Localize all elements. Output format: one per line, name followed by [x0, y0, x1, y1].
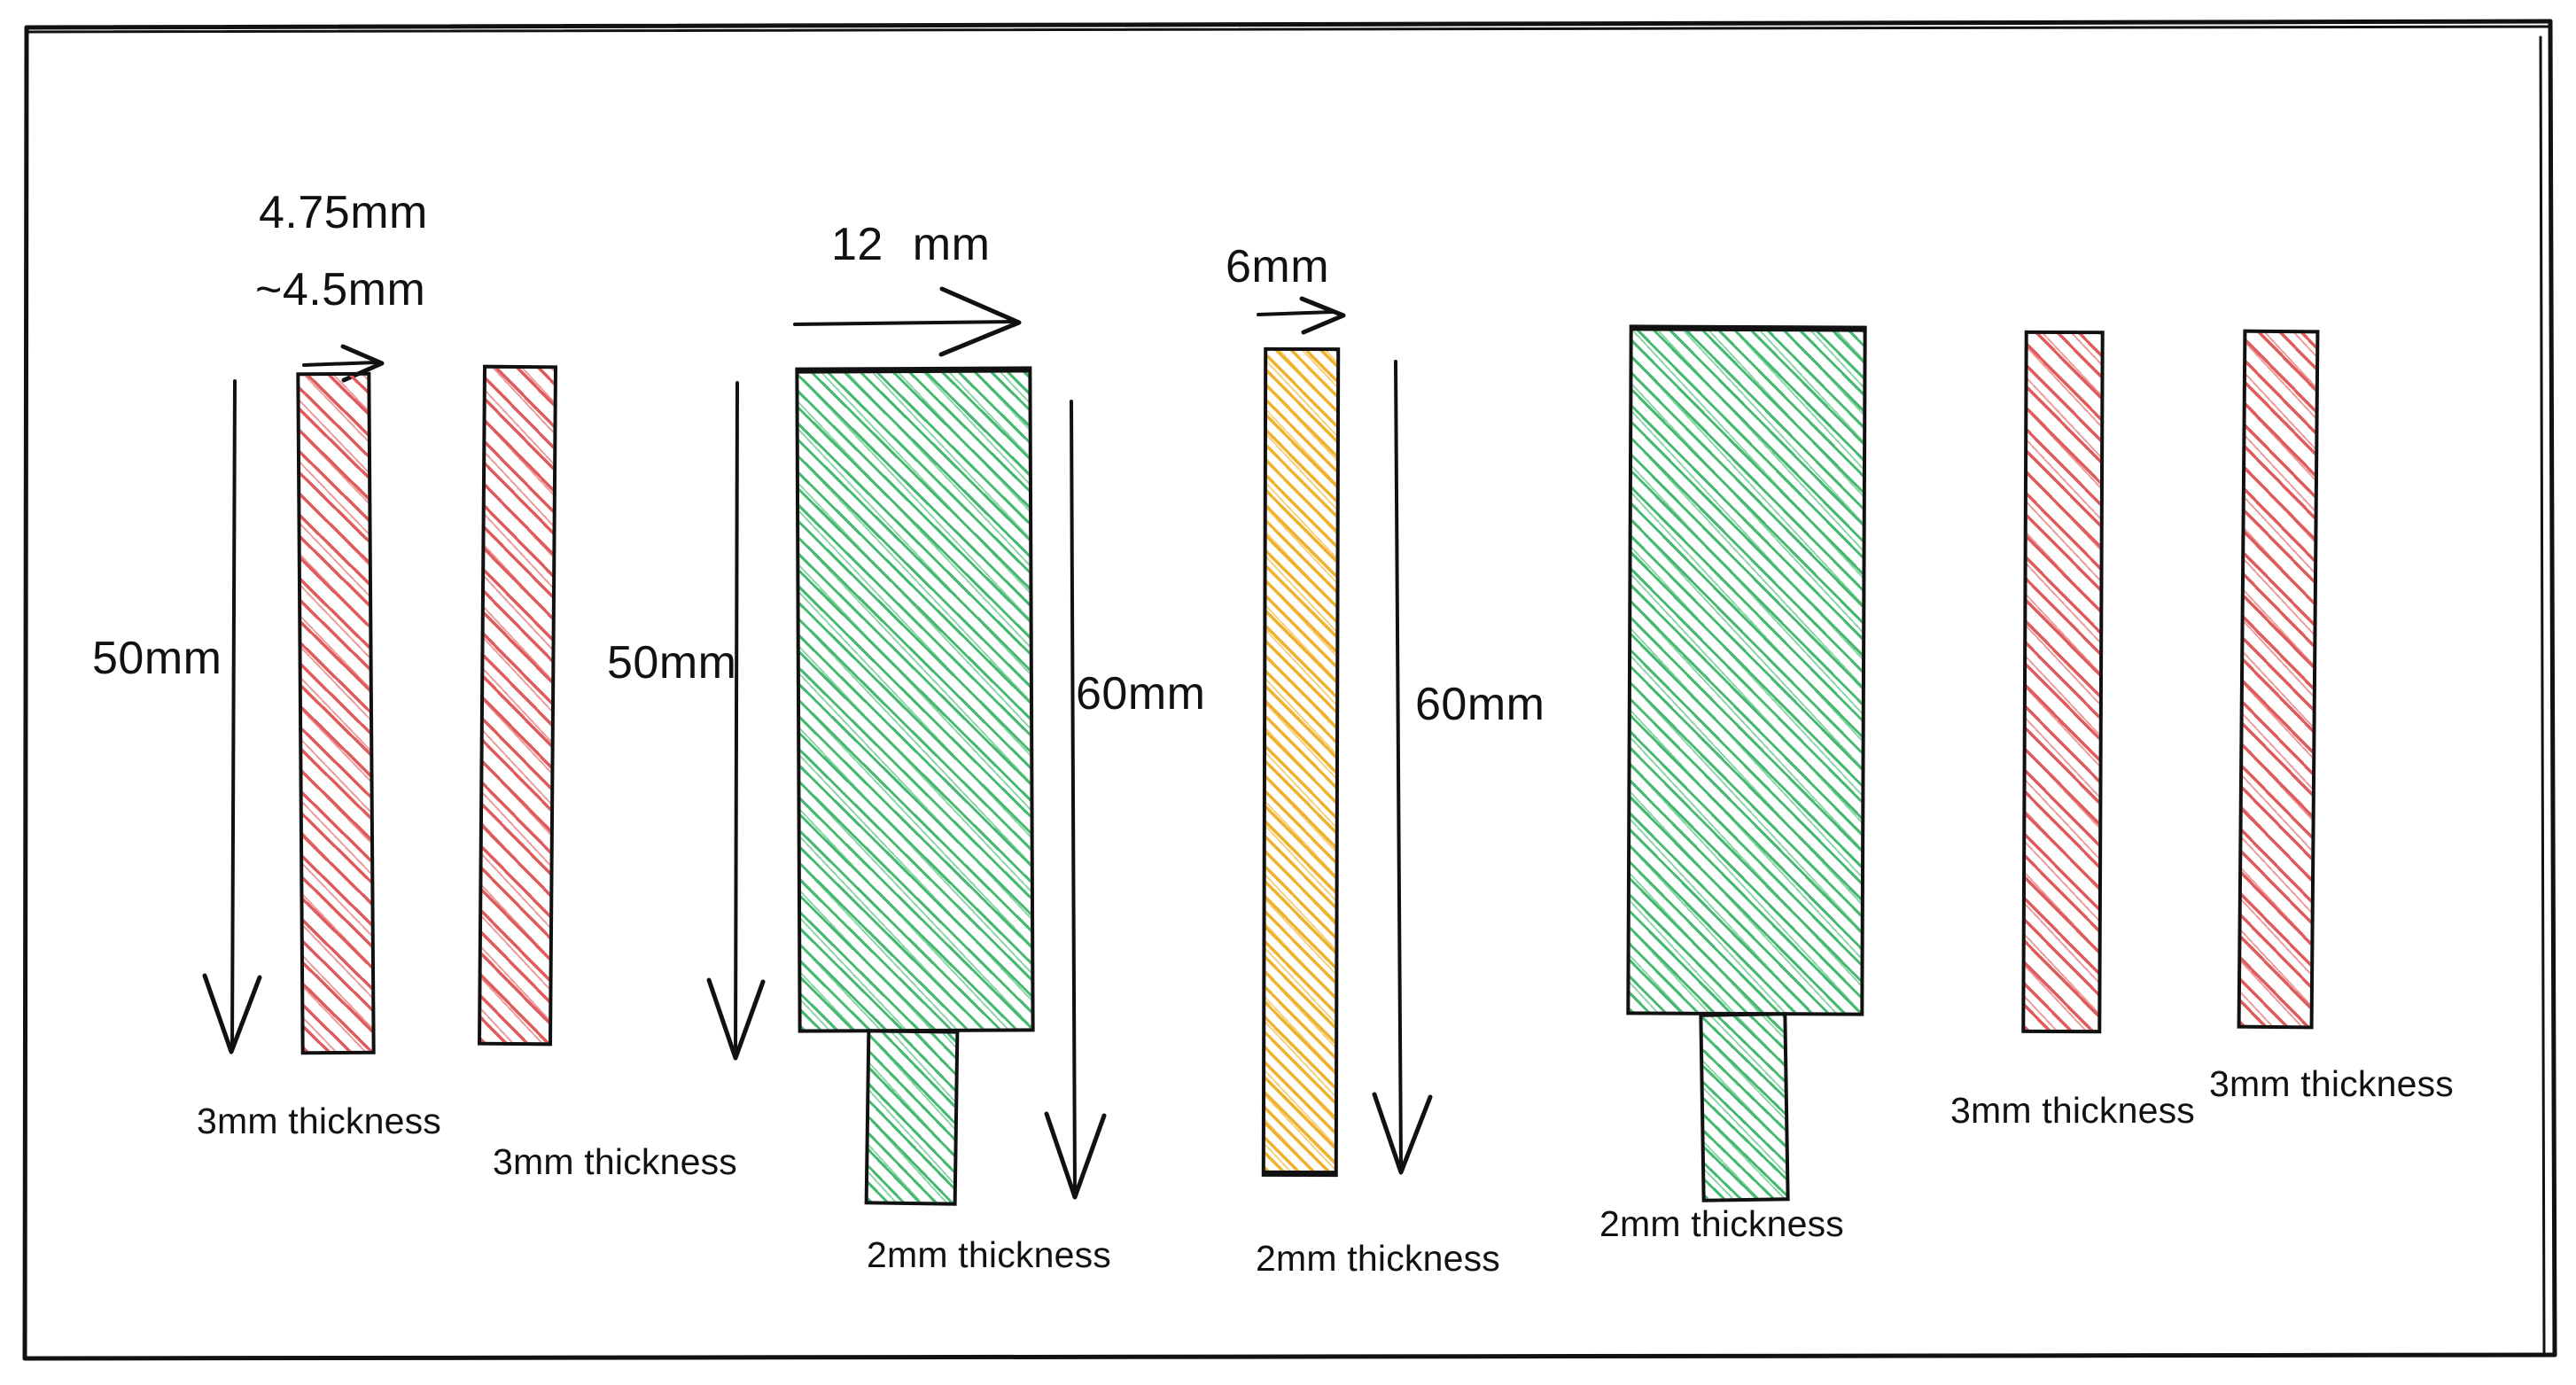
arrow-down-60mm-mid: [1044, 400, 1107, 1200]
green-strip-1-tab: [864, 1029, 960, 1206]
thickness-label-red2: 3mm thickness: [493, 1141, 738, 1182]
arrow-down-60mm-yellow: [1372, 360, 1433, 1175]
green-strip-2-body: [1626, 324, 1867, 1016]
thickness-label-red4: 3mm thickness: [2209, 1063, 2455, 1104]
thickness-label-green1: 2mm thickness: [867, 1234, 1112, 1275]
green-strip-1-body: [795, 366, 1035, 1033]
red-strip-2: [477, 364, 558, 1047]
width-label-12mm: 12 mm: [831, 219, 991, 270]
red-strip-3: [2021, 330, 2105, 1034]
height-label-60mm-yellow: 60mm: [1415, 679, 1545, 730]
thickness-label-green2: 2mm thickness: [1599, 1203, 1845, 1244]
width-label-6mm: 6mm: [1226, 241, 1330, 292]
width-label-4-5mm: ~4.5mm: [255, 264, 426, 315]
outer-frame: [22, 19, 2557, 1361]
yellow-strip: [1261, 346, 1341, 1178]
arrow-right-6mm: [1257, 296, 1346, 335]
red-strip-1: [296, 371, 376, 1055]
green-strip-2-tab: [1699, 1012, 1790, 1202]
thickness-label-red1: 3mm thickness: [197, 1101, 442, 1141]
width-label-4-75mm: 4.75mm: [259, 187, 428, 238]
height-label-50mm-mid: 50mm: [607, 637, 737, 689]
arrow-down-50mm-left: [202, 379, 262, 1054]
height-label-60mm-mid: 60mm: [1076, 668, 1206, 720]
thickness-label-red3: 3mm thickness: [1950, 1090, 2196, 1131]
red-strip-4: [2237, 329, 2320, 1030]
arrow-down-50mm-mid: [706, 381, 766, 1061]
thickness-label-yellow: 2mm thickness: [1256, 1238, 1501, 1279]
height-label-50mm-left: 50mm: [92, 633, 222, 684]
arrow-right-12mm: [793, 286, 1022, 357]
